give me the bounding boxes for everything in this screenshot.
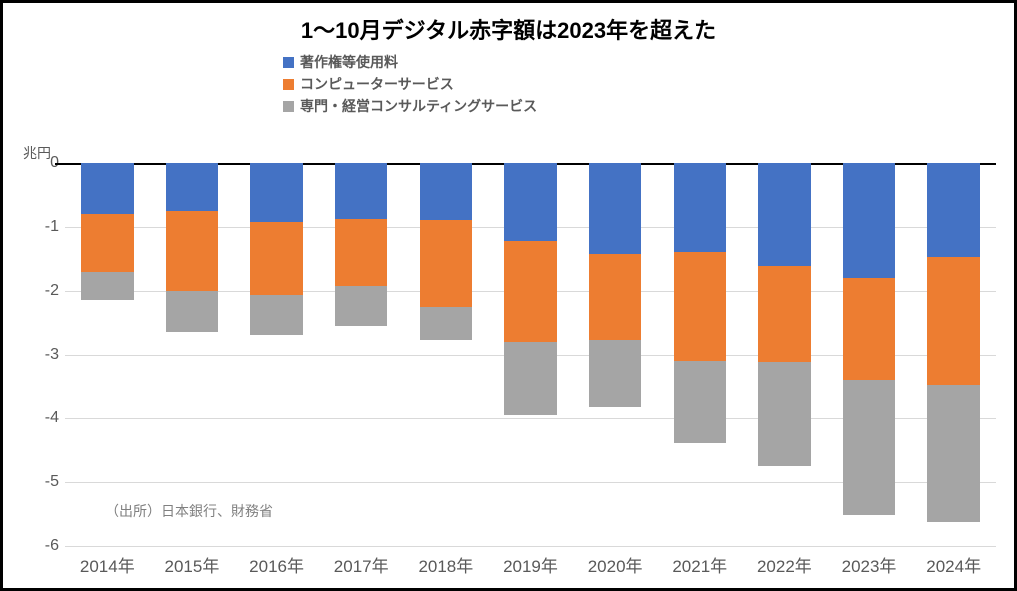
plot-area: 0-1-2-3-4-5-62014年2015年2016年2017年2018年20… <box>65 163 996 546</box>
legend: 著作権等使用料 コンピューターサービス 専門・経営コンサルティングサービス <box>283 51 1014 117</box>
x-tick-label: 2017年 <box>334 552 389 577</box>
y-tick-label: -5 <box>25 473 59 491</box>
bar-column: 2015年 <box>166 163 218 546</box>
legend-swatch-2 <box>283 101 294 112</box>
bar-column: 2019年 <box>504 163 556 546</box>
x-tick-label: 2018年 <box>418 552 473 577</box>
bar-segment-copyright <box>81 163 133 214</box>
bar-segment-consulting <box>589 340 641 407</box>
bar-segment-consulting <box>81 272 133 301</box>
bar-segment-consulting <box>504 342 556 415</box>
y-tick-label: -4 <box>25 409 59 427</box>
bar-segment-copyright <box>504 163 556 241</box>
bar-column: 2023年 <box>843 163 895 546</box>
bar-segment-consulting <box>674 361 726 443</box>
legend-item: コンピューターサービス <box>283 73 1014 95</box>
y-tick-label: -6 <box>25 537 59 555</box>
y-tick-label: -2 <box>25 282 59 300</box>
bar-segment-copyright <box>250 163 302 222</box>
gridline <box>65 546 996 547</box>
x-tick-label: 2015年 <box>165 552 220 577</box>
bar-segment-computer <box>589 254 641 340</box>
legend-swatch-0 <box>283 57 294 68</box>
legend-label-0: 著作権等使用料 <box>300 52 398 72</box>
bar-segment-copyright <box>420 163 472 220</box>
bar-column: 2018年 <box>420 163 472 546</box>
bar-segment-computer <box>81 214 133 271</box>
bar-segment-copyright <box>758 163 810 266</box>
plot: 0-1-2-3-4-5-62014年2015年2016年2017年2018年20… <box>65 163 996 546</box>
bar-column: 2017年 <box>335 163 387 546</box>
bar-segment-computer <box>674 252 726 361</box>
x-tick-label: 2024年 <box>926 552 981 577</box>
x-tick-label: 2016年 <box>249 552 304 577</box>
y-tick-label: -1 <box>25 218 59 236</box>
bar-column: 2021年 <box>674 163 726 546</box>
x-tick-label: 2020年 <box>588 552 643 577</box>
bar-segment-consulting <box>166 291 218 332</box>
source-note: （出所）日本銀行、財務省 <box>105 501 273 521</box>
x-tick-label: 2019年 <box>503 552 558 577</box>
bar-segment-copyright <box>674 163 726 252</box>
bar-segment-computer <box>250 222 302 295</box>
bar-segment-copyright <box>927 163 979 257</box>
legend-swatch-1 <box>283 79 294 90</box>
bar-segment-copyright <box>335 163 387 219</box>
y-tick-label: 0 <box>25 154 59 172</box>
x-tick-label: 2022年 <box>757 552 812 577</box>
bar-segment-consulting <box>420 307 472 341</box>
x-tick-label: 2021年 <box>672 552 727 577</box>
bar-segment-computer <box>927 257 979 385</box>
bar-segment-copyright <box>843 163 895 278</box>
bar-segment-computer <box>758 266 810 362</box>
bar-column: 2016年 <box>250 163 302 546</box>
bar-segment-consulting <box>335 286 387 326</box>
bar-segment-consulting <box>927 385 979 522</box>
bar-column: 2020年 <box>589 163 641 546</box>
legend-label-2: 専門・経営コンサルティングサービス <box>300 96 537 116</box>
legend-label-1: コンピューターサービス <box>300 74 454 94</box>
bar-column: 2024年 <box>927 163 979 546</box>
bar-segment-computer <box>420 220 472 306</box>
bar-column: 2014年 <box>81 163 133 546</box>
bar-segment-consulting <box>758 362 810 465</box>
x-tick-label: 2014年 <box>80 552 135 577</box>
bar-segment-computer <box>504 241 556 342</box>
bar-column: 2022年 <box>758 163 810 546</box>
bar-segment-computer <box>843 278 895 380</box>
legend-item: 著作権等使用料 <box>283 51 1014 73</box>
chart-frame: 1～10月デジタル赤字額は2023年を超えた 著作権等使用料 コンピューターサー… <box>0 0 1017 591</box>
legend-item: 専門・経営コンサルティングサービス <box>283 95 1014 117</box>
bar-segment-consulting <box>250 295 302 335</box>
x-tick-label: 2023年 <box>842 552 897 577</box>
bar-segment-copyright <box>166 163 218 211</box>
bar-segment-consulting <box>843 380 895 515</box>
bar-segment-computer <box>166 211 218 291</box>
y-tick-label: -3 <box>25 346 59 364</box>
bar-segment-computer <box>335 219 387 286</box>
bar-segment-copyright <box>589 163 641 254</box>
chart-title: 1～10月デジタル赤字額は2023年を超えた <box>3 13 1014 45</box>
